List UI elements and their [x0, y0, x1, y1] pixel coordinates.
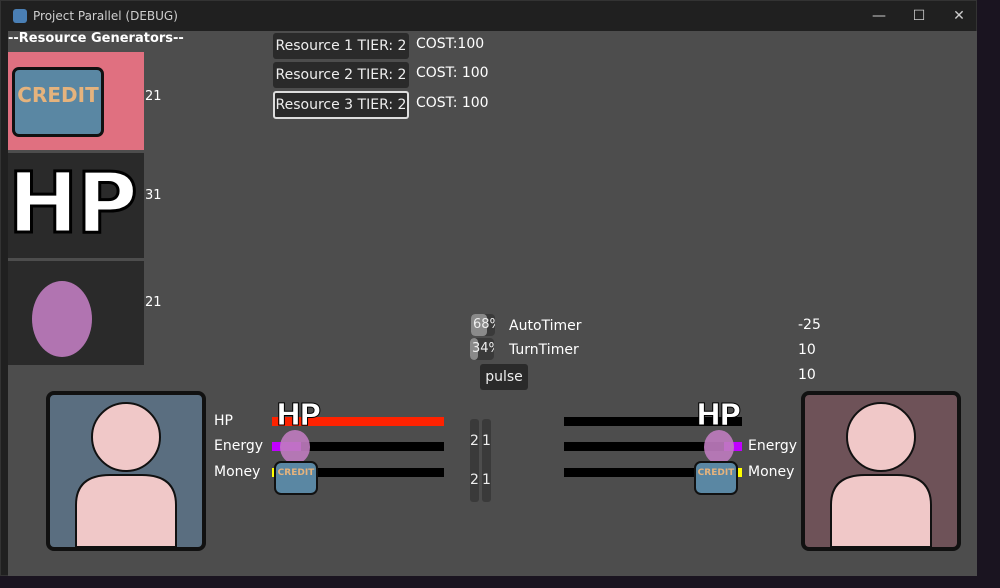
enemy-energy-label: Energy	[748, 438, 798, 454]
turntimer-label: TurnTimer	[509, 342, 579, 358]
turntimer-progress: 34%	[470, 338, 494, 360]
minimize-button[interactable]: —	[872, 8, 886, 24]
right-value-1: -25	[798, 317, 821, 333]
autotimer-label: AutoTimer	[509, 318, 582, 334]
player-hp-bar	[272, 417, 444, 426]
generator-credit[interactable]: CREDIT	[8, 52, 144, 150]
right-value-2: 10	[798, 342, 816, 358]
generator-hp[interactable]: HP	[8, 153, 144, 258]
turntimer-percent: 34%	[472, 341, 494, 356]
generator-energy[interactable]	[8, 261, 144, 365]
counter: 2	[470, 458, 479, 502]
hp-icon: HP	[695, 398, 741, 433]
player-hp-fill	[272, 417, 444, 426]
resource-1-button[interactable]: Resource 1 TIER: 2	[273, 33, 409, 59]
godot-app-icon	[13, 9, 27, 23]
player-silhouette-icon	[75, 402, 177, 547]
player-money-label: Money	[214, 464, 261, 480]
generators-header: --Resource Generators--	[8, 31, 184, 46]
energy-blob-icon	[704, 430, 734, 464]
counter: 2	[470, 419, 479, 463]
resource-1-cost: COST:100	[416, 36, 485, 52]
resource-3-cost: COST: 100	[416, 95, 489, 111]
enemy-portrait	[801, 391, 961, 551]
credit-icon: CREDIT	[12, 67, 104, 137]
counter: 1	[482, 458, 491, 502]
autotimer-progress: 68%	[471, 314, 495, 336]
turntimer-fill	[470, 338, 479, 360]
counter: 1	[482, 419, 491, 463]
window-title: Project Parallel (DEBUG)	[33, 9, 178, 23]
title-bar: Project Parallel (DEBUG) — ☐ ✕	[1, 1, 976, 31]
right-value-3: 10	[798, 367, 816, 383]
game-viewport: --Resource Generators-- CREDIT 21 HP 31 …	[8, 31, 977, 576]
credit-icon: CREDIT	[694, 461, 738, 495]
player-portrait	[46, 391, 206, 551]
game-window: Project Parallel (DEBUG) — ☐ ✕ --Resourc…	[0, 0, 977, 576]
credit-icon: CREDIT	[274, 461, 318, 495]
enemy-money-label: Money	[748, 464, 795, 480]
resource-2-button[interactable]: Resource 2 TIER: 2	[273, 62, 409, 88]
player-hp-label: HP	[214, 413, 233, 429]
enemy-silhouette-icon	[830, 402, 932, 547]
autotimer-fill	[471, 314, 488, 336]
resource-2-cost: COST: 100	[416, 65, 489, 81]
generator-count: 31	[145, 188, 162, 203]
resource-3-button[interactable]: Resource 3 TIER: 2	[273, 91, 409, 119]
pulse-button[interactable]: pulse	[480, 364, 528, 390]
hp-icon: HP	[8, 153, 139, 254]
autotimer-percent: 68%	[473, 317, 495, 332]
generator-count: 21	[145, 295, 162, 310]
energy-blob-icon	[32, 281, 92, 357]
hp-icon: HP	[275, 398, 321, 433]
player-energy-label: Energy	[214, 438, 264, 454]
energy-blob-icon	[280, 430, 310, 464]
close-button[interactable]: ✕	[953, 8, 965, 24]
maximize-button[interactable]: ☐	[912, 8, 926, 24]
enemy-hp-bar	[564, 417, 742, 426]
generator-count: 21	[145, 89, 162, 104]
